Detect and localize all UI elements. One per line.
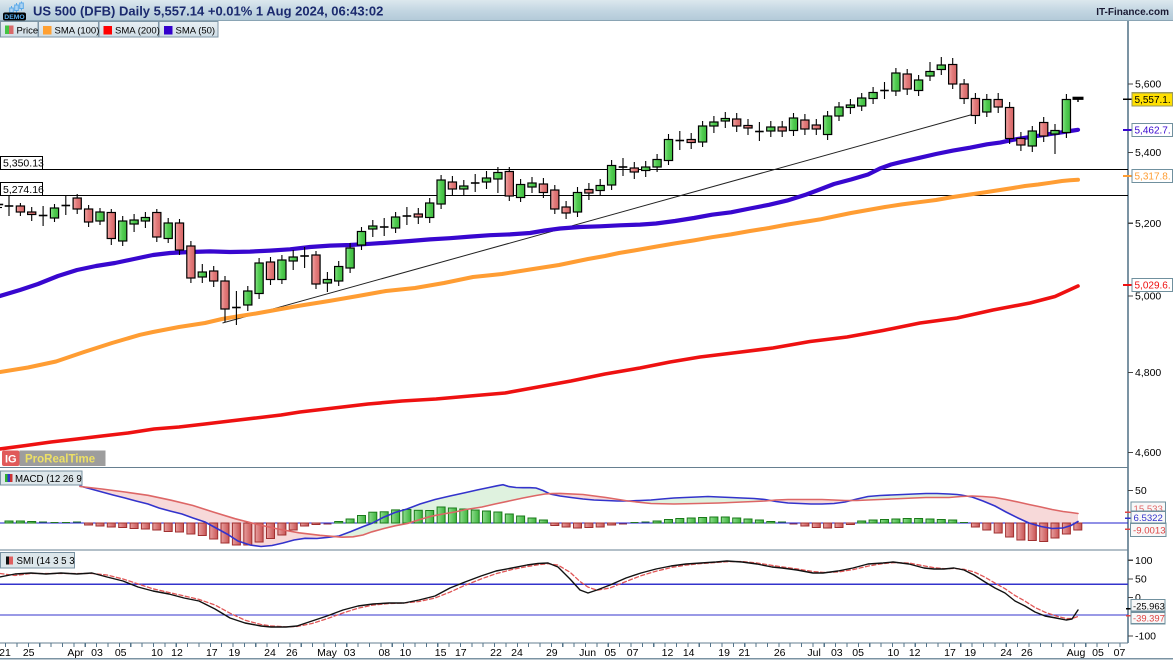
svg-text:50: 50 xyxy=(1135,485,1147,497)
svg-text:6.5322: 6.5322 xyxy=(1134,513,1163,524)
svg-text:4,600: 4,600 xyxy=(1135,447,1161,459)
svg-text:0: 0 xyxy=(1135,592,1141,604)
svg-text:Aug: Aug xyxy=(1067,647,1086,659)
svg-text:5,274.16: 5,274.16 xyxy=(3,184,44,196)
svg-text:19: 19 xyxy=(229,647,241,659)
svg-text:03: 03 xyxy=(831,647,843,659)
svg-text:14: 14 xyxy=(683,647,695,659)
svg-text:ProRealTime: ProRealTime xyxy=(25,454,95,466)
svg-text:May: May xyxy=(317,647,338,659)
svg-text:26: 26 xyxy=(774,647,786,659)
svg-text:21: 21 xyxy=(738,647,750,659)
svg-text:SMI (14 3 5 3: SMI (14 3 5 3 xyxy=(17,556,75,567)
svg-text:10: 10 xyxy=(888,647,900,659)
svg-text:24: 24 xyxy=(264,647,276,659)
svg-text:5,350.13: 5,350.13 xyxy=(3,158,44,170)
svg-text:05: 05 xyxy=(115,647,127,659)
svg-text:Jul: Jul xyxy=(807,647,820,659)
svg-text:5,462.7.: 5,462.7. xyxy=(1135,126,1171,137)
svg-text:5,200: 5,200 xyxy=(1135,218,1161,230)
svg-text:5,600: 5,600 xyxy=(1135,79,1161,91)
svg-text:DEMO: DEMO xyxy=(4,14,24,21)
svg-text:SMA (50): SMA (50) xyxy=(176,25,216,36)
svg-text:100: 100 xyxy=(1135,555,1153,567)
svg-text:SMA (200): SMA (200) xyxy=(115,25,160,36)
svg-text:24: 24 xyxy=(511,647,523,659)
svg-text:5,029.6.: 5,029.6. xyxy=(1135,281,1171,292)
svg-text:5,557.1.: 5,557.1. xyxy=(1135,95,1171,106)
svg-text:08: 08 xyxy=(378,647,390,659)
svg-text:-25.963: -25.963 xyxy=(1133,600,1165,611)
svg-text:17: 17 xyxy=(206,647,218,659)
svg-text:12: 12 xyxy=(909,647,921,659)
svg-text:-39.397: -39.397 xyxy=(1133,613,1165,624)
svg-text:03: 03 xyxy=(344,647,356,659)
svg-text:12: 12 xyxy=(171,647,183,659)
svg-text:MACD (12 26 9: MACD (12 26 9 xyxy=(15,474,82,485)
svg-text:05: 05 xyxy=(1092,647,1104,659)
svg-text:10: 10 xyxy=(151,647,163,659)
svg-text:07: 07 xyxy=(1114,647,1126,659)
svg-text:24: 24 xyxy=(1000,647,1012,659)
svg-text:US 500 (DFB) Daily 5,557.14 +0: US 500 (DFB) Daily 5,557.14 +0.01% 1 Aug… xyxy=(33,4,383,19)
svg-text:IT-Finance.com: IT-Finance.com xyxy=(1096,7,1169,18)
svg-text:5,000: 5,000 xyxy=(1135,291,1161,303)
svg-text:12: 12 xyxy=(662,647,674,659)
svg-text:19: 19 xyxy=(964,647,976,659)
svg-text:5,400: 5,400 xyxy=(1135,147,1161,159)
svg-text:19: 19 xyxy=(718,647,730,659)
svg-text:-100: -100 xyxy=(1135,631,1156,643)
svg-text:22: 22 xyxy=(490,647,502,659)
svg-text:10: 10 xyxy=(400,647,412,659)
svg-text:03: 03 xyxy=(91,647,103,659)
svg-text:15: 15 xyxy=(435,647,447,659)
svg-text:Apr: Apr xyxy=(67,647,84,659)
svg-text:21: 21 xyxy=(0,647,11,659)
svg-text:05: 05 xyxy=(852,647,864,659)
svg-text:IG: IG xyxy=(5,454,17,466)
svg-text:17: 17 xyxy=(455,647,467,659)
svg-text:-9.0013: -9.0013 xyxy=(1133,526,1166,537)
svg-text:4,800: 4,800 xyxy=(1135,367,1161,379)
svg-text:26: 26 xyxy=(286,647,298,659)
svg-text:29: 29 xyxy=(546,647,558,659)
svg-text:SMA (100): SMA (100) xyxy=(55,25,100,36)
svg-text:Price: Price xyxy=(17,25,39,36)
svg-text:05: 05 xyxy=(604,647,616,659)
svg-text:07: 07 xyxy=(627,647,639,659)
svg-text:15.533: 15.533 xyxy=(1134,504,1163,515)
svg-text:17: 17 xyxy=(944,647,956,659)
svg-text:Jun: Jun xyxy=(579,647,596,659)
svg-text:26: 26 xyxy=(1021,647,1033,659)
svg-text:50: 50 xyxy=(1135,573,1147,585)
svg-text:25: 25 xyxy=(23,647,35,659)
svg-text:5,317.8.: 5,317.8. xyxy=(1135,172,1171,183)
